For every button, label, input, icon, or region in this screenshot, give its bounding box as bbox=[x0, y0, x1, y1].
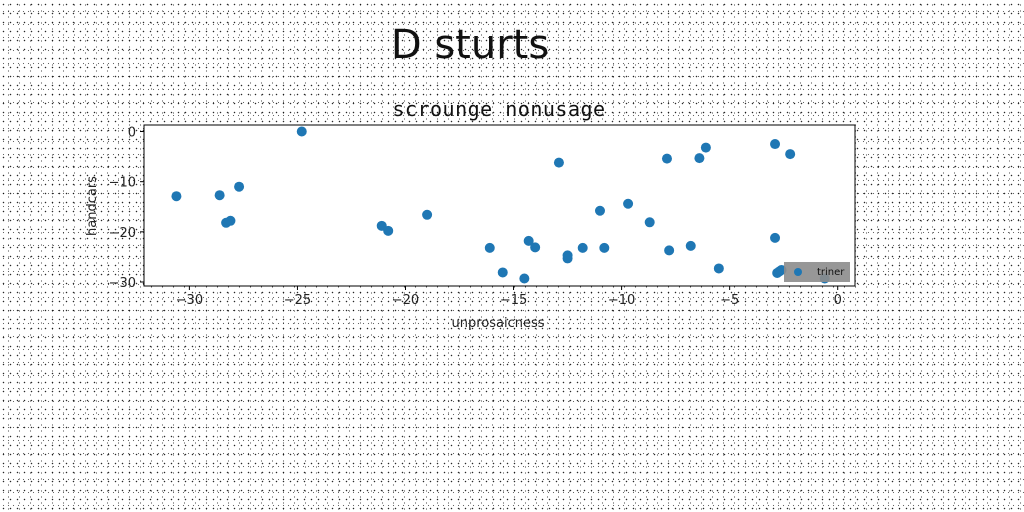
plot-area bbox=[144, 125, 855, 286]
data-point bbox=[599, 242, 610, 253]
data-point bbox=[644, 217, 655, 228]
data-point bbox=[519, 273, 530, 284]
data-point bbox=[523, 235, 534, 246]
data-point bbox=[484, 242, 495, 253]
y-tick-label: −30 bbox=[109, 276, 136, 291]
data-point bbox=[661, 153, 672, 164]
data-point bbox=[422, 209, 433, 220]
y-tick-label: −10 bbox=[109, 176, 136, 191]
data-point bbox=[770, 139, 781, 150]
data-point bbox=[685, 240, 696, 251]
data-point bbox=[785, 149, 796, 160]
data-point bbox=[770, 232, 781, 243]
y-tick-label: 0 bbox=[128, 126, 136, 141]
data-point bbox=[664, 245, 675, 256]
plot-frame bbox=[143, 124, 856, 287]
data-point bbox=[594, 205, 605, 216]
data-point bbox=[530, 242, 541, 253]
legend-box bbox=[784, 262, 850, 282]
plot-title: scrounge nonusage bbox=[392, 97, 605, 121]
data-point bbox=[562, 250, 573, 261]
legend-marker bbox=[794, 268, 802, 276]
data-point bbox=[234, 181, 245, 192]
data-point bbox=[623, 198, 634, 209]
data-point bbox=[713, 263, 724, 274]
x-axis-label: unprosaicness bbox=[451, 316, 544, 331]
x-tick-label: −15 bbox=[500, 293, 527, 308]
data-point bbox=[700, 142, 711, 153]
data-point bbox=[497, 267, 508, 278]
data-point bbox=[214, 190, 225, 201]
legend-label: triner bbox=[817, 267, 845, 278]
data-point bbox=[225, 215, 236, 226]
data-point bbox=[383, 225, 394, 236]
figure-title: D sturts bbox=[390, 22, 550, 68]
x-tick-label: −20 bbox=[392, 293, 419, 308]
data-point bbox=[553, 157, 564, 168]
x-tick-label: −25 bbox=[284, 293, 311, 308]
data-point bbox=[296, 126, 307, 137]
data-points bbox=[171, 126, 830, 284]
legend: triner bbox=[784, 262, 850, 282]
x-tick-label: 0 bbox=[834, 293, 842, 308]
data-point bbox=[694, 153, 705, 164]
y-axis-label: handcars bbox=[85, 176, 100, 236]
x-tick-label: −10 bbox=[608, 293, 635, 308]
x-tick-label: −30 bbox=[176, 293, 203, 308]
data-point bbox=[577, 242, 588, 253]
axis-ticks: −30 −25 −20 −15 −10 −5 0 0 −10 −20 −30 bbox=[109, 126, 842, 308]
x-tick-label: −5 bbox=[720, 293, 739, 308]
y-tick-label: −20 bbox=[109, 226, 136, 241]
data-point bbox=[171, 191, 182, 202]
